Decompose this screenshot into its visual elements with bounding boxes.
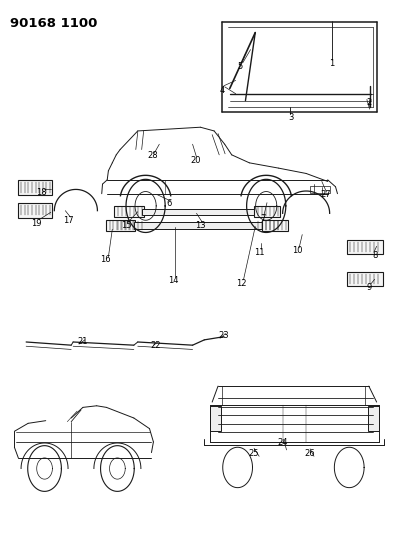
Text: 2: 2 [366, 98, 371, 107]
Text: 22: 22 [150, 341, 161, 350]
Text: 5: 5 [237, 62, 242, 71]
Bar [106, 220, 135, 231]
Text: 19: 19 [31, 220, 42, 229]
Bar [210, 406, 221, 431]
Text: 8: 8 [372, 252, 377, 260]
Text: 3: 3 [288, 113, 293, 122]
Text: 28: 28 [147, 151, 158, 160]
Text: 15: 15 [121, 221, 131, 230]
Text: 27: 27 [320, 190, 331, 199]
Text: 7: 7 [261, 214, 266, 223]
Bar [262, 220, 288, 231]
Text: 20: 20 [191, 156, 201, 165]
Bar [134, 222, 263, 229]
Bar [310, 186, 330, 192]
Text: 11: 11 [254, 248, 264, 257]
Bar [347, 240, 382, 254]
Text: 23: 23 [219, 331, 229, 340]
Text: 6: 6 [166, 199, 172, 208]
Text: 12: 12 [236, 279, 247, 288]
Text: 14: 14 [168, 276, 178, 285]
Text: 1: 1 [329, 59, 334, 68]
Text: 25: 25 [248, 449, 259, 458]
Text: 24: 24 [277, 439, 288, 448]
Text: 21: 21 [78, 337, 88, 346]
Text: 26: 26 [305, 449, 315, 458]
Bar [18, 203, 51, 217]
Text: 17: 17 [63, 216, 73, 225]
Text: 13: 13 [195, 221, 206, 230]
Bar [142, 208, 256, 215]
Text: 16: 16 [100, 255, 111, 264]
Bar [18, 180, 51, 195]
Text: 4: 4 [219, 85, 224, 94]
Bar [254, 206, 280, 217]
Bar [367, 406, 378, 431]
Text: 90168 1100: 90168 1100 [11, 17, 98, 30]
Text: 9: 9 [366, 283, 371, 292]
Bar [114, 206, 143, 217]
Text: 10: 10 [292, 246, 303, 255]
Bar [347, 272, 382, 286]
Text: 18: 18 [37, 188, 47, 197]
